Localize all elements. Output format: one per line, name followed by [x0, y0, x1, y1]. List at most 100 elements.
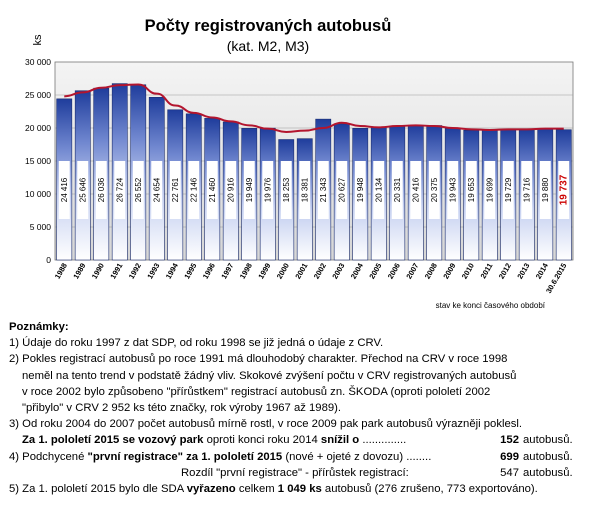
value-label-box [151, 161, 163, 219]
note-2-line-2: neměl na tento trend v podstatě žádný vl… [22, 369, 517, 382]
value-label-box [558, 161, 570, 219]
x-tick-label: 1989 [71, 262, 87, 281]
note-3-unit: autobusů. [523, 434, 573, 447]
x-tick-label: 2009 [441, 262, 457, 281]
note-4-b: "první registrace" za 1. pololetí 2015 [87, 450, 283, 463]
value-label-box [317, 161, 329, 219]
value-label-box [539, 161, 551, 219]
value-label-box [169, 161, 181, 219]
y-tick-label: 20 000 [25, 123, 51, 133]
y-tick-label: 30 000 [25, 57, 51, 67]
x-tick-label: 2014 [534, 261, 551, 281]
note-4-diff-text: Rozdíl "první registrace" - přírůstek re… [181, 466, 409, 479]
note-5-b: vyřazeno [186, 482, 236, 495]
note-4-unit: autobusů. [523, 450, 573, 463]
x-tick-label: 2004 [349, 261, 366, 281]
value-label: 19 737 [558, 174, 569, 205]
chart-title: Počty registrovaných autobusů [145, 17, 392, 35]
value-label: 20 331 [393, 177, 402, 202]
value-label: 26 724 [115, 177, 124, 202]
value-label: 19 948 [356, 177, 365, 202]
note-4-diff-unit: autobusů. [523, 466, 573, 479]
value-label: 22 146 [189, 177, 198, 202]
value-label: 19 943 [448, 177, 457, 202]
note-3-value: 152 [500, 434, 519, 447]
note-2-line-1: 2) Pokles registrací autobusů po roce 19… [9, 353, 508, 366]
value-labels: 24 416 25 646 26 036 26 724 26 552 24 654 22 7… [58, 161, 570, 219]
chart-subtitle: (kat. M2, M3) [227, 38, 309, 54]
x-tick-label: 2011 [479, 262, 495, 281]
y-tick-label: 25 000 [25, 90, 51, 100]
value-label-box [484, 161, 496, 219]
value-label: 19 653 [467, 177, 476, 202]
note-4-value: 699 [500, 450, 519, 463]
value-label-box [280, 161, 292, 219]
note-3-summary-b: oproti konci roku 2014 [206, 434, 318, 447]
value-label-box [77, 161, 89, 219]
value-label: 18 253 [282, 177, 291, 202]
x-tick-label: 2012 [497, 262, 513, 281]
note-5-a: 5) Za 1. pololetí 2015 bylo dle SDA [9, 482, 184, 495]
value-label: 19 716 [522, 177, 531, 202]
value-label-box [428, 161, 440, 219]
value-label-box [502, 161, 514, 219]
x-tick-label: 1998 [238, 262, 254, 281]
value-label-box [243, 161, 255, 219]
x-tick-label: 2005 [367, 262, 383, 281]
y-tick-label: 5 000 [30, 222, 52, 232]
x-tick-label: 1999 [256, 262, 272, 281]
value-label: 18 381 [300, 177, 309, 202]
trend-line [64, 83, 564, 133]
note-2-line-4: "přibylo" v CRV 2 952 ks této značky, ro… [22, 401, 342, 414]
x-tick-label: 1991 [108, 262, 124, 281]
value-label: 24 416 [60, 177, 69, 202]
note-4-a: 4) Podchycené [9, 450, 85, 463]
note-3: 3) Od roku 2004 do 2007 počet autobusů m… [9, 418, 523, 431]
x-tick-label: 2010 [460, 262, 476, 281]
value-label-box [225, 161, 237, 219]
value-label-box [465, 161, 477, 219]
value-label-box [58, 161, 70, 219]
value-label-box [373, 161, 385, 219]
notes-section: Poznámky: 1) Údaje do roku 1997 z dat SD… [9, 319, 587, 497]
x-tick-label: 1988 [53, 262, 69, 281]
x-axis-labels: 1988 1989 1990 1991 1992 1993 1994 1995 1996 1997… [53, 261, 569, 295]
value-label-box [188, 161, 200, 219]
note-3-summary-d: .............. [362, 434, 407, 447]
x-tick-label: 1994 [164, 261, 181, 281]
y-tick-label: 0 [46, 255, 51, 265]
note-4: 4) Podchycené "první registrace" za 1. p… [9, 449, 587, 465]
value-label-box [447, 161, 459, 219]
chart-annotation: stav ke konci časového období [436, 301, 546, 310]
note-1: 1) Údaje do roku 1997 z dat SDP, od roku… [9, 337, 384, 350]
note-5-e: autobusů (276 zrušeno, 773 exportováno). [324, 482, 538, 495]
value-label-box [95, 161, 107, 219]
value-label-box [354, 161, 366, 219]
x-tick-label: 1990 [90, 262, 106, 281]
y-axis-ticks: 0 5 000 10 000 15 000 20 000 25 000 30 000 [25, 57, 51, 265]
x-tick-label: 2007 [404, 262, 420, 281]
note-5: 5) Za 1. pololetí 2015 bylo dle SDA vyřa… [9, 481, 587, 497]
x-tick-label: 1995 [182, 262, 198, 281]
value-label: 26 552 [134, 177, 143, 202]
value-label: 20 416 [411, 177, 420, 202]
value-label: 26 036 [97, 177, 106, 202]
value-label: 19 729 [504, 177, 513, 202]
value-label: 21 460 [208, 177, 217, 202]
value-label-box [391, 161, 403, 219]
note-5-c: celkem [238, 482, 275, 495]
note-4-diff: Rozdíl "první registrace" - přírůstek re… [9, 465, 587, 481]
note-3-summary-c: snížil o [320, 434, 360, 447]
value-label: 20 134 [374, 177, 383, 202]
value-label: 21 343 [319, 177, 328, 202]
x-tick-label: 2003 [330, 262, 346, 281]
note-5-d: 1 049 ks [277, 482, 322, 495]
registered-buses-chart: Počty registrovaných autobusů (kat. M2, … [25, 17, 574, 310]
value-label: 19 949 [245, 177, 254, 202]
x-tick-label: 2008 [423, 262, 439, 281]
value-label: 19 880 [541, 177, 550, 202]
value-label: 20 627 [337, 177, 346, 202]
x-tick-label: 2013 [515, 262, 531, 281]
value-label: 24 654 [152, 177, 161, 202]
value-label: 19 699 [485, 177, 494, 202]
